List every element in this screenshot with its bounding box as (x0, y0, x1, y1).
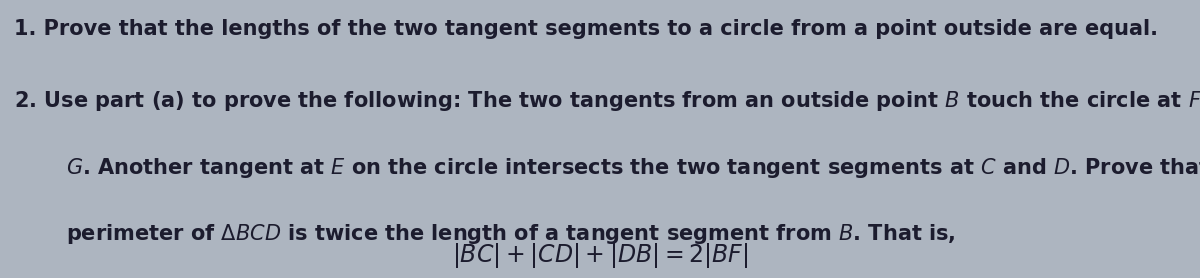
Text: perimeter of $\Delta\mathit{BCD}$ is twice the length of a tangent segment from : perimeter of $\Delta\mathit{BCD}$ is twi… (66, 222, 955, 246)
Text: 2. Use part (a) to prove the following: The two tangents from an outside point $: 2. Use part (a) to prove the following: … (14, 89, 1200, 113)
Text: $|BC| + |CD| + |DB| = 2|BF|$: $|BC| + |CD| + |DB| = 2|BF|$ (452, 241, 748, 270)
Text: $\mathit{G}$. Another tangent at $\mathit{E}$ on the circle intersects the two t: $\mathit{G}$. Another tangent at $\mathi… (66, 156, 1200, 180)
Text: 1. Prove that the lengths of the two tangent segments to a circle from a point o: 1. Prove that the lengths of the two tan… (14, 19, 1158, 39)
